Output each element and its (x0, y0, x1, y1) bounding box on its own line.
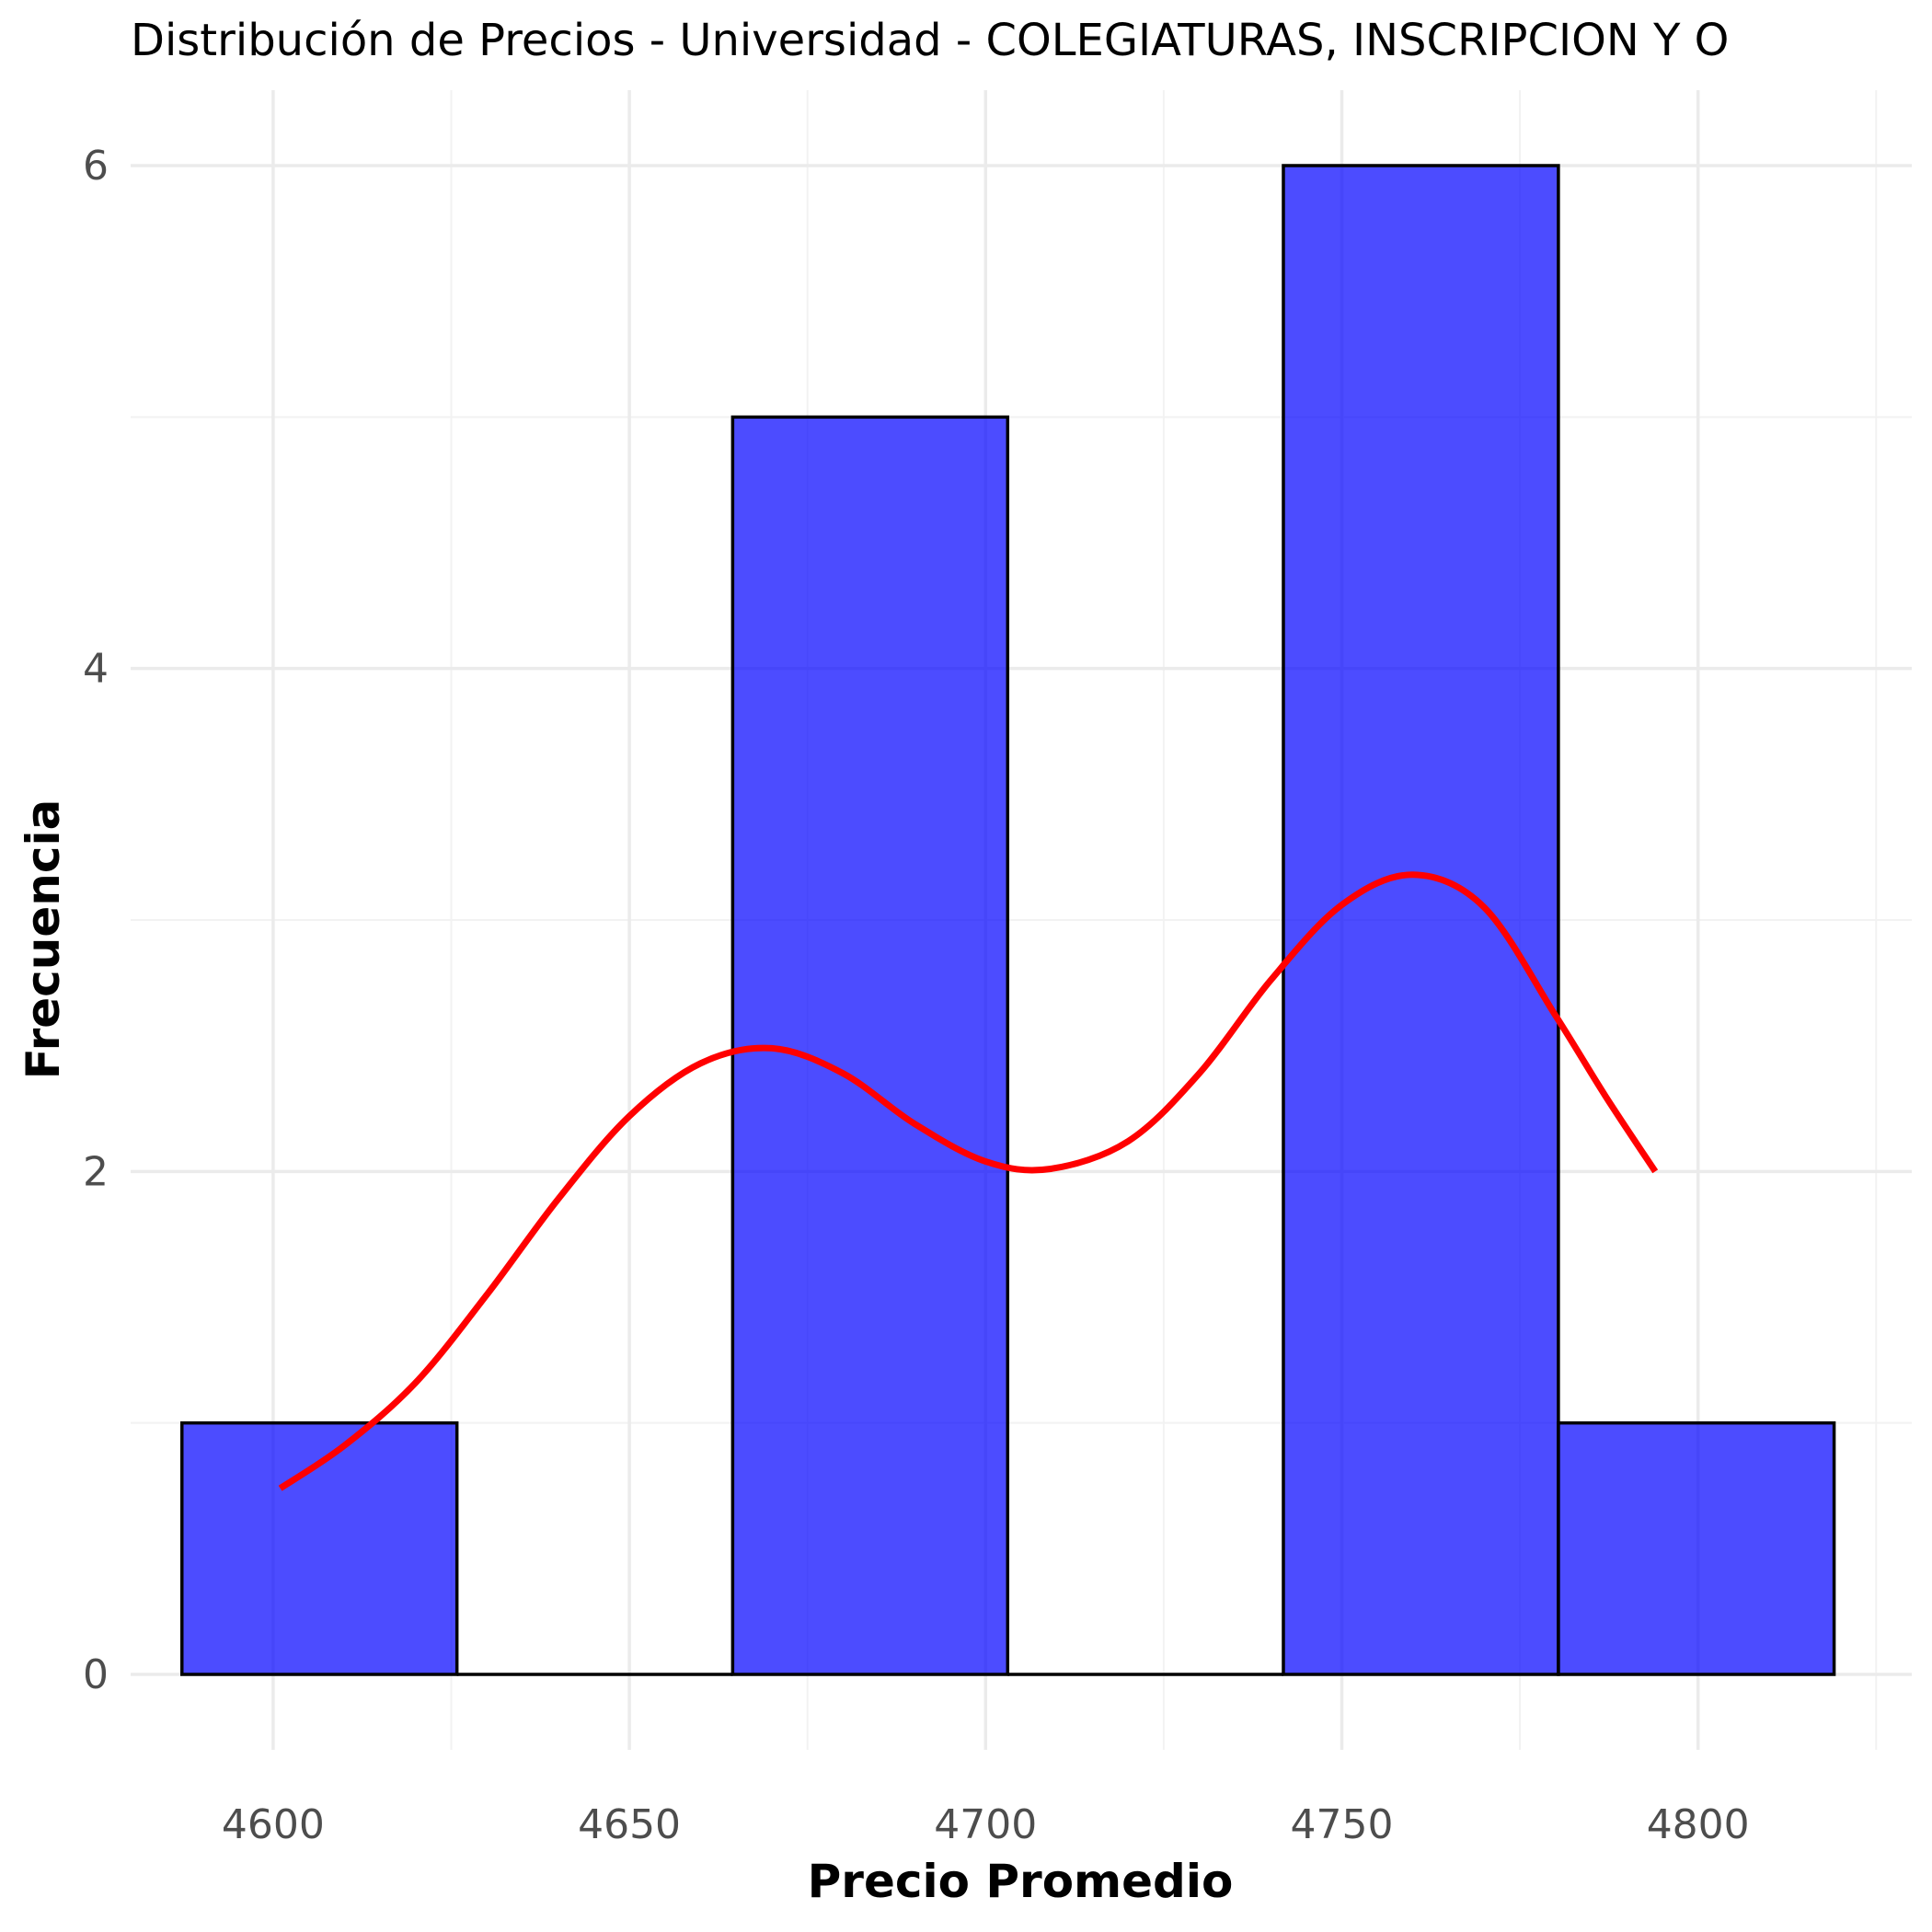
y-tick-label: 6 (83, 143, 109, 190)
x-tick-label: 4600 (222, 1801, 325, 1848)
x-tick-label: 4800 (1647, 1801, 1750, 1848)
y-tick-label: 2 (83, 1148, 109, 1195)
density-curve (278, 871, 1659, 1491)
x-tick-label: 4650 (578, 1801, 681, 1848)
y-axis-title: Frecuencia (17, 799, 70, 1080)
y-tick-label: 4 (83, 646, 109, 693)
histogram-bar (1557, 1420, 1836, 1676)
x-tick-label: 4750 (1290, 1801, 1393, 1848)
y-tick-label: 0 (83, 1651, 109, 1698)
x-axis-tick-labels: 4600 4650 4700 4750 4800 (222, 1801, 1750, 1848)
x-tick-label: 4700 (934, 1801, 1037, 1848)
histogram-bar (1282, 164, 1560, 1676)
x-axis-title: Precio Promedio (808, 1855, 1234, 1908)
y-axis-tick-labels: 0 2 4 6 (83, 143, 109, 1698)
chart-title: Distribución de Precios - Universidad - … (131, 15, 1729, 66)
